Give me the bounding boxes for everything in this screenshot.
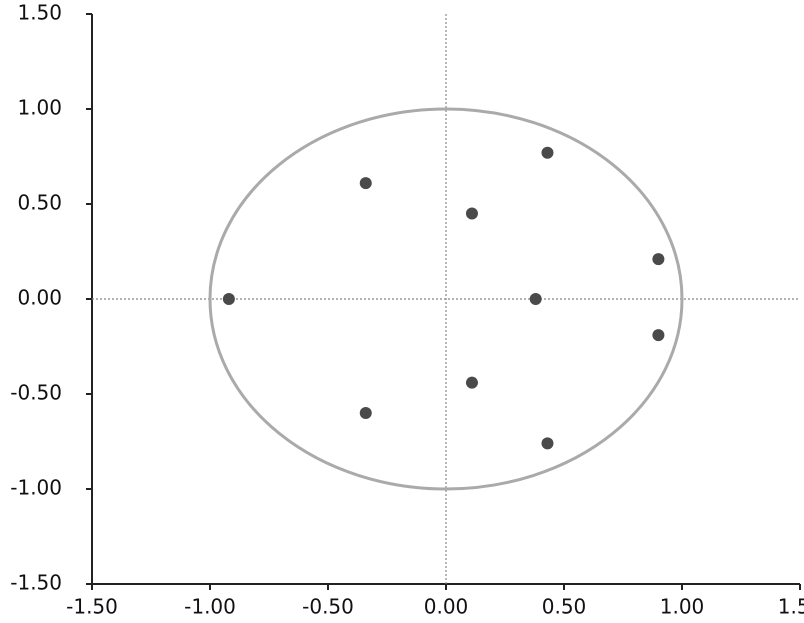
y-tick-label: 1.50 [17, 1, 62, 25]
point [529, 293, 542, 305]
y-tick-label: 1.00 [17, 96, 62, 120]
x-tick-label: 0.50 [542, 595, 587, 619]
unit-circle [208, 107, 684, 491]
x-tick-label: 0.00 [424, 595, 469, 619]
y-tick-label: 0.00 [17, 286, 62, 310]
x-tick-label: 1.00 [660, 595, 705, 619]
point [541, 437, 554, 450]
x-tick-label: -0.50 [302, 595, 354, 619]
y-tick-label: 0.50 [17, 191, 62, 215]
x-tick-label: -1.00 [184, 595, 236, 619]
point [222, 293, 235, 305]
x-tick-label: -1.50 [66, 595, 118, 619]
point [359, 407, 372, 419]
point [465, 376, 478, 389]
point [652, 329, 665, 342]
y-tick-label: -1.00 [10, 476, 62, 500]
point [465, 207, 478, 220]
point [652, 253, 665, 266]
y-tick-label: -1.50 [10, 571, 62, 595]
y-tick-label: -0.50 [10, 381, 62, 405]
point [541, 146, 554, 159]
point [359, 177, 372, 190]
x-tick-label: 1.50 [778, 595, 804, 619]
